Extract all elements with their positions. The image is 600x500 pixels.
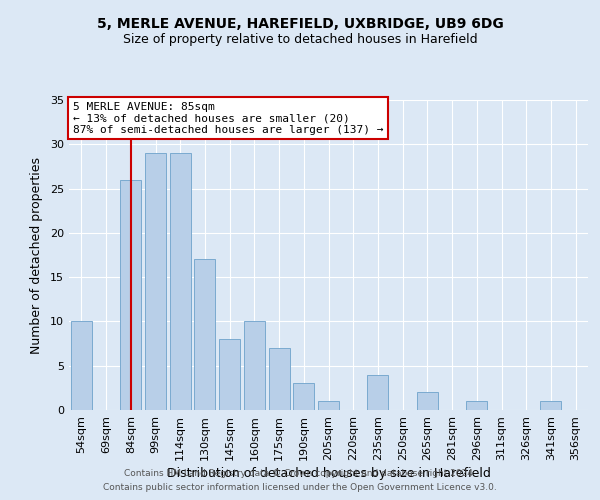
Bar xyxy=(71,322,92,410)
Text: Contains public sector information licensed under the Open Government Licence v3: Contains public sector information licen… xyxy=(103,484,497,492)
Bar xyxy=(194,260,215,410)
Bar xyxy=(466,401,487,410)
Bar xyxy=(367,374,388,410)
Y-axis label: Number of detached properties: Number of detached properties xyxy=(30,156,43,354)
Bar xyxy=(170,153,191,410)
Text: Contains HM Land Registry data © Crown copyright and database right 2024.: Contains HM Land Registry data © Crown c… xyxy=(124,468,476,477)
Text: 5 MERLE AVENUE: 85sqm
← 13% of detached houses are smaller (20)
87% of semi-deta: 5 MERLE AVENUE: 85sqm ← 13% of detached … xyxy=(73,102,383,135)
Bar xyxy=(244,322,265,410)
Bar xyxy=(293,384,314,410)
Bar xyxy=(269,348,290,410)
X-axis label: Distribution of detached houses by size in Harefield: Distribution of detached houses by size … xyxy=(167,467,490,480)
Bar xyxy=(318,401,339,410)
Bar xyxy=(120,180,141,410)
Text: 5, MERLE AVENUE, HAREFIELD, UXBRIDGE, UB9 6DG: 5, MERLE AVENUE, HAREFIELD, UXBRIDGE, UB… xyxy=(97,18,503,32)
Bar xyxy=(145,153,166,410)
Text: Size of property relative to detached houses in Harefield: Size of property relative to detached ho… xyxy=(122,32,478,46)
Bar xyxy=(541,401,562,410)
Bar xyxy=(219,339,240,410)
Bar xyxy=(417,392,438,410)
